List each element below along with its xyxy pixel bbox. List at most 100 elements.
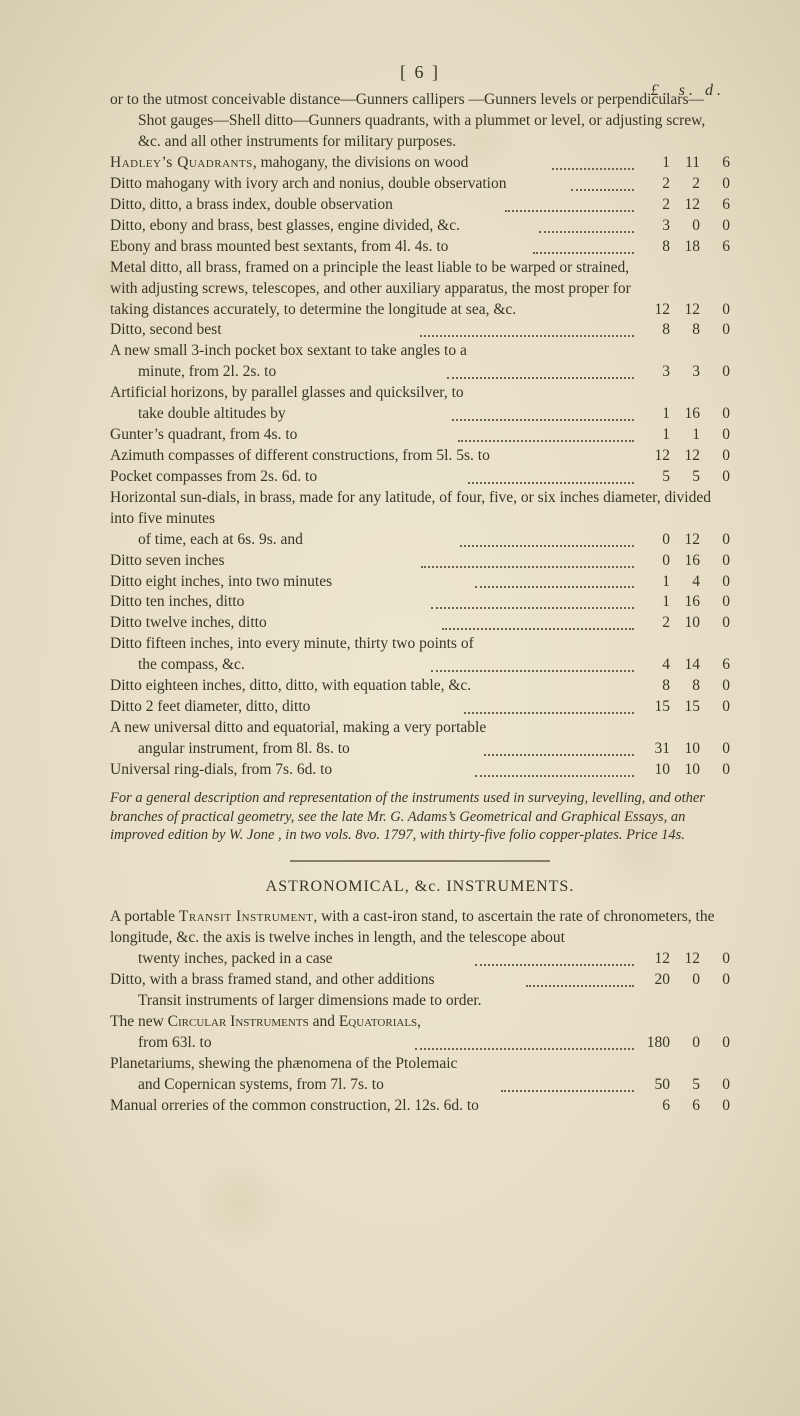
entry-text: Universal ring-dials, from 7s. 6d. to [110, 760, 471, 781]
entry-ditto-two-feet: Ditto 2 feet diameter, ditto, ditto 15 1… [110, 697, 730, 718]
entry-ditto-brass-framed: Ditto, with a brass framed stand, and ot… [110, 970, 730, 991]
price: 180 0 0 [638, 1033, 730, 1054]
price-d: 0 [700, 446, 730, 467]
price-d: 0 [700, 572, 730, 593]
price-d: 0 [700, 530, 730, 551]
price: 1 11 6 [638, 153, 730, 174]
price-s: 0 [670, 1033, 700, 1054]
price-d: 0 [700, 676, 730, 697]
price-d: 0 [700, 320, 730, 341]
entry-circular-block: The new Circular Instruments and Equator… [110, 1012, 730, 1033]
price-s: 10 [670, 739, 700, 760]
price-d: 0 [700, 1096, 730, 1117]
price-l: 0 [640, 530, 670, 551]
entry-planetariums-block: Planetariums, shewing the phænomena of t… [110, 1054, 730, 1075]
price-l: 1 [640, 153, 670, 174]
entry-text: Hadley’s Quadrants, mahogany, the divisi… [110, 153, 548, 174]
entry-text: Ditto, ebony and brass, best glasses, en… [110, 216, 535, 237]
price-d: 6 [700, 153, 730, 174]
entry-text: Metal ditto, all brass, framed on a prin… [110, 258, 638, 321]
price-l: 3 [640, 362, 670, 383]
price-s: 8 [670, 676, 700, 697]
price-s: 16 [670, 404, 700, 425]
price-l: 5 [640, 467, 670, 488]
leaders [464, 712, 634, 714]
entry-text: Ditto ten inches, ditto [110, 592, 427, 613]
entry-circular: from 63l. to 180 0 0 [110, 1033, 730, 1054]
price-l: 6 [640, 1096, 670, 1117]
entry-ditto-seven: Ditto seven inches 0 16 0 [110, 551, 730, 572]
price-l: 12 [640, 949, 670, 970]
entry-ebony-brass: Ebony and brass mounted best sextants, f… [110, 237, 730, 258]
leaders [431, 670, 634, 672]
price-s: 1 [670, 425, 700, 446]
price-l: 1 [640, 572, 670, 593]
price-s: 5 [670, 467, 700, 488]
price-s: 8 [670, 320, 700, 341]
header-row: [ 6 ] [110, 60, 730, 84]
price-l: 4 [640, 655, 670, 676]
entry-text: of time, each at 6s. 9s. and [110, 530, 456, 551]
price-l: 50 [640, 1075, 670, 1096]
price-s: 12 [670, 195, 700, 216]
price-d: 6 [700, 655, 730, 676]
price-l: 1 [640, 404, 670, 425]
entry-text: Ditto mahogany with ivory arch and noniu… [110, 174, 567, 195]
leaders [571, 189, 634, 191]
price-d: 0 [700, 174, 730, 195]
price-s: 10 [670, 613, 700, 634]
price-s: 15 [670, 697, 700, 718]
entry-text: Gunter’s quadrant, from 4s. to [110, 425, 454, 446]
price-l: 20 [640, 970, 670, 991]
entry-text: Ditto, ditto, a brass index, double obse… [110, 195, 501, 216]
entry-ditto-fifteen-block: Ditto fifteen inches, into every minute,… [110, 634, 730, 655]
entry-text: Ditto 2 feet diameter, ditto, ditto [110, 697, 460, 718]
price-l: 0 [640, 551, 670, 572]
entry-azimuth: Azimuth compasses of different construct… [110, 446, 730, 467]
leaders [484, 754, 634, 756]
price: 6 6 0 [638, 1096, 730, 1117]
price-s: 12 [670, 949, 700, 970]
price-l: 8 [640, 676, 670, 697]
price-l: 180 [640, 1033, 670, 1054]
price-s: 16 [670, 551, 700, 572]
price: 1 4 0 [638, 572, 730, 593]
price-l: 3 [640, 216, 670, 237]
entry-text: Ditto twelve inches, ditto [110, 613, 438, 634]
entry-text: Ditto eight inches, into two minutes [110, 572, 471, 593]
price: 15 15 0 [638, 697, 730, 718]
entry-horizontal-block: Horizontal sun-dials, in brass, made for… [110, 488, 730, 530]
price-l: 8 [640, 320, 670, 341]
entry-ditto-mahogany: Ditto mahogany with ivory arch and noniu… [110, 174, 730, 195]
price-s: 5 [670, 1075, 700, 1096]
entry-hadley: Hadley’s Quadrants, mahogany, the divisi… [110, 153, 730, 174]
price: 2 2 0 [638, 174, 730, 195]
price-l: 15 [640, 697, 670, 718]
entry-text: twenty inches, packed in a case [110, 949, 471, 970]
leaders [442, 628, 634, 630]
leaders [452, 419, 634, 421]
price-d: 0 [700, 216, 730, 237]
price-d: 0 [700, 949, 730, 970]
price-d: 0 [700, 467, 730, 488]
price: 4 14 6 [638, 655, 730, 676]
price-d: 0 [700, 1075, 730, 1096]
entry-new-small: minute, from 2l. 2s. to 3 3 0 [110, 362, 730, 383]
entry-artificial-block: Artificial horizons, by parallel glasses… [110, 383, 730, 404]
entry-text: minute, from 2l. 2s. to [110, 362, 443, 383]
leaders [475, 964, 634, 966]
page: [ 6 ] £. s. d. or to the utmost conceiva… [0, 0, 800, 1416]
entry-universal-ring: Universal ring-dials, from 7s. 6d. to 10… [110, 760, 730, 781]
price-d: 0 [700, 404, 730, 425]
entry-pocket: Pocket compasses from 2s. 6d. to 5 5 0 [110, 467, 730, 488]
entry-gunter: Gunter’s quadrant, from 4s. to 1 1 0 [110, 425, 730, 446]
price-l: 12 [640, 446, 670, 467]
price-l: 10 [640, 760, 670, 781]
price: 1 1 0 [638, 425, 730, 446]
leaders [447, 377, 634, 379]
entry-text: the compass, &c. [110, 655, 427, 676]
leaders [458, 440, 634, 442]
price: 3 0 0 [638, 216, 730, 237]
price-l: 2 [640, 195, 670, 216]
price: 31 10 0 [638, 739, 730, 760]
